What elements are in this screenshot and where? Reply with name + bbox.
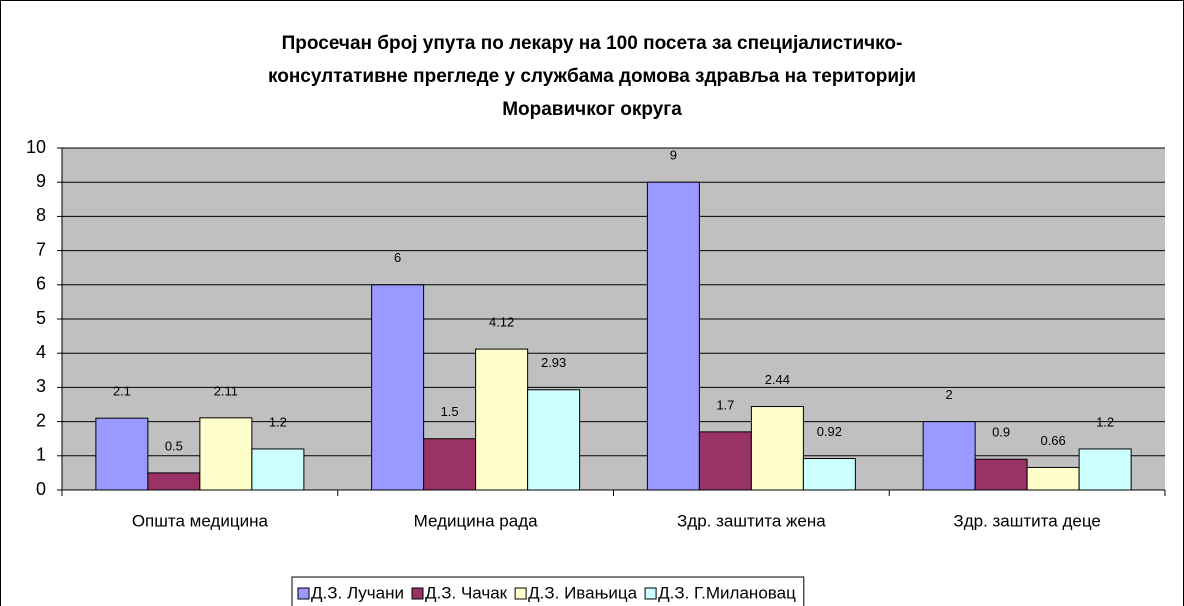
bar	[147, 472, 201, 491]
y-tick-label: 7	[36, 239, 46, 259]
data-label: 0.92	[817, 424, 842, 439]
bar	[1078, 448, 1132, 491]
data-label: 2.11	[214, 383, 238, 398]
bar	[423, 438, 477, 491]
bar	[251, 448, 305, 491]
data-label: 1.2	[269, 414, 287, 429]
data-label: 1.5	[441, 404, 459, 419]
data-label: 0.5	[165, 438, 183, 453]
data-label: 6	[394, 250, 401, 265]
bar	[698, 431, 752, 491]
chart-title: Моравичког округа	[502, 99, 682, 120]
y-tick-label: 2	[36, 410, 46, 430]
y-tick-label: 3	[36, 376, 46, 396]
bar	[527, 389, 581, 491]
x-tick-label: Општа медицина	[132, 511, 269, 530]
bar	[922, 421, 976, 491]
legend-marker	[411, 587, 424, 600]
data-label: 0.66	[1040, 433, 1065, 448]
legend-label: Д.З. Чачак	[425, 583, 508, 602]
legend-label: Д.З. Лучани	[311, 583, 404, 602]
bar	[1026, 466, 1080, 491]
x-tick-label: Медицина рада	[414, 511, 538, 530]
legend-marker	[297, 587, 310, 600]
data-label: 1.2	[1096, 414, 1114, 429]
bar	[750, 406, 804, 491]
data-label: 4.12	[489, 315, 514, 330]
data-label: 0.9	[992, 425, 1010, 440]
bar	[371, 284, 425, 491]
y-tick-label: 1	[36, 445, 46, 465]
bar	[974, 458, 1028, 491]
y-tick-label: 4	[36, 342, 46, 362]
bar	[95, 417, 149, 491]
legend-marker	[514, 587, 527, 600]
bar	[802, 458, 856, 491]
legend-marker	[644, 587, 657, 600]
legend-label: Д.З. Ивањица	[528, 583, 638, 602]
y-tick-label: 0	[36, 479, 46, 499]
data-label: 2.1	[113, 384, 131, 399]
bar	[475, 348, 529, 491]
data-label: 9	[670, 148, 677, 163]
chart-title: Просечан број упута по лекару на 100 пос…	[282, 33, 903, 54]
y-tick-label: 8	[36, 205, 46, 225]
bar	[199, 417, 253, 491]
data-label: 2	[946, 387, 953, 402]
data-label: 1.7	[716, 397, 734, 412]
bar	[646, 181, 700, 491]
y-tick-label: 6	[36, 274, 46, 294]
x-tick-label: Здр. заштита жена	[677, 511, 826, 530]
y-tick-label: 5	[36, 308, 46, 328]
y-tick-label: 9	[36, 171, 46, 191]
y-tick-label: 10	[26, 137, 46, 157]
x-tick-label: Здр. заштита деце	[953, 511, 1100, 530]
data-label: 2.44	[765, 372, 790, 387]
legend-label: Д.З. Г.Милановац	[658, 583, 796, 602]
legend-box	[291, 576, 805, 606]
chart-title: консултативне прегледе у службама домова…	[268, 66, 916, 87]
data-label: 2.93	[541, 355, 566, 370]
